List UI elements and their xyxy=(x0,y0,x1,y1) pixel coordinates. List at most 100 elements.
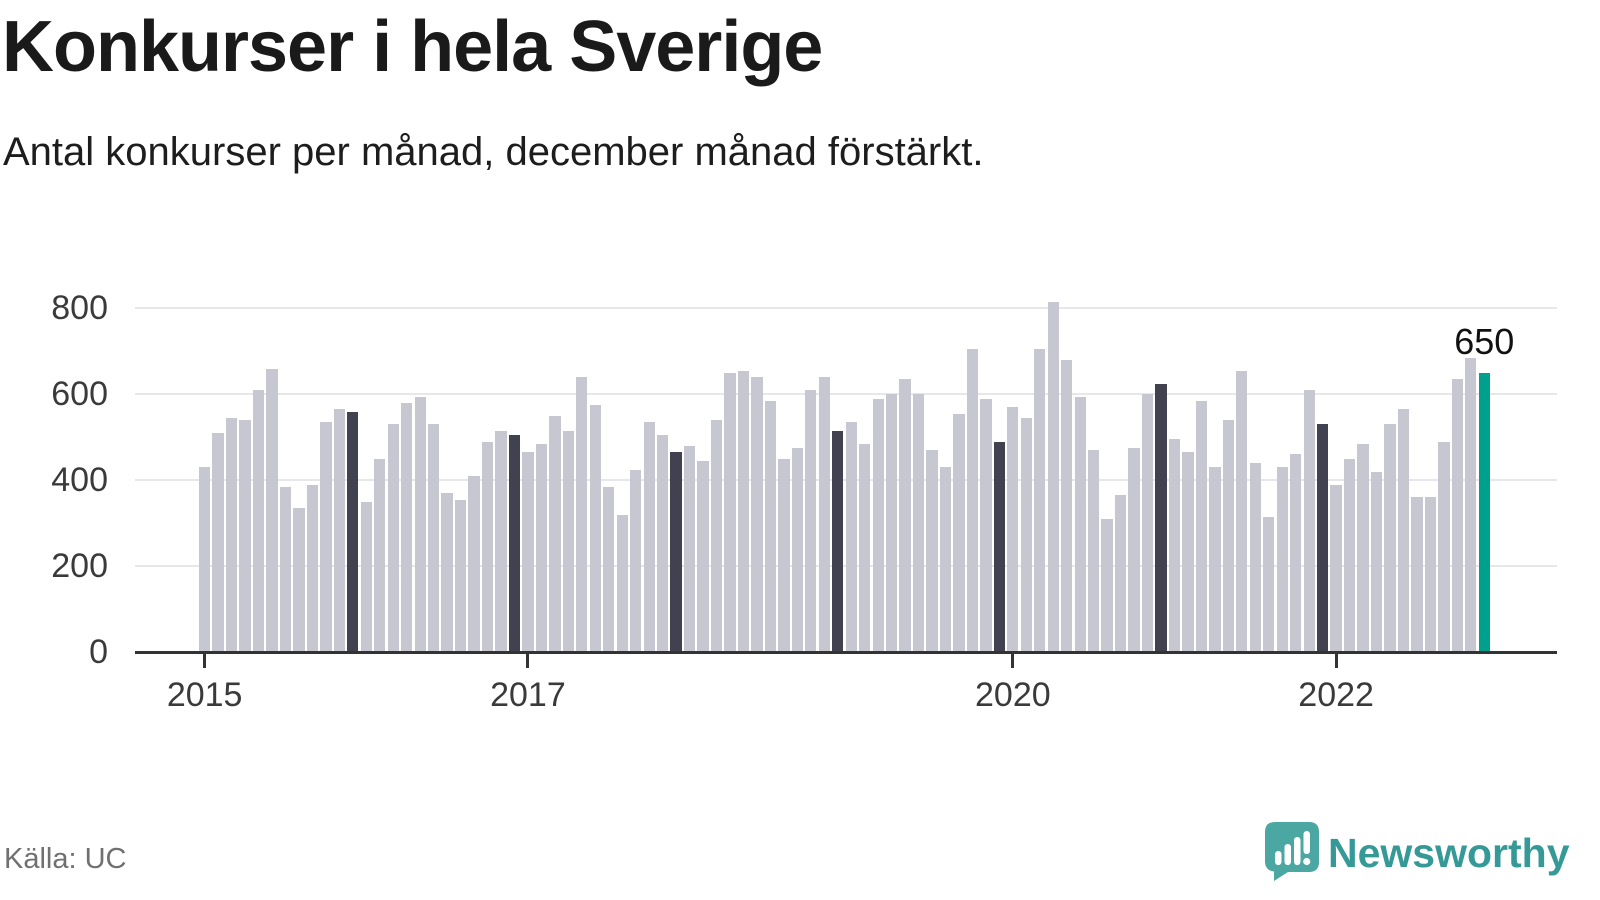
bar xyxy=(1007,407,1019,652)
bar xyxy=(589,405,601,652)
x-axis-tick xyxy=(203,654,207,668)
december-bar xyxy=(993,441,1006,652)
bar xyxy=(1397,409,1410,652)
bar xyxy=(1236,370,1248,652)
bar xyxy=(1061,360,1073,652)
bar xyxy=(1303,390,1315,652)
chart-title: Konkurser i hela Sverige xyxy=(2,7,823,87)
bar xyxy=(320,422,332,652)
bar xyxy=(306,484,319,652)
bar xyxy=(697,460,709,652)
bar xyxy=(751,377,763,652)
bar xyxy=(710,420,723,652)
bar xyxy=(1195,400,1208,652)
bar xyxy=(630,469,642,652)
bar xyxy=(616,514,628,652)
bar xyxy=(252,390,265,652)
x-axis-tick xyxy=(526,654,530,668)
newsworthy-wordmark: Newsworthy xyxy=(1328,830,1570,876)
x-axis-line xyxy=(135,651,1557,654)
x-axis-tick xyxy=(1011,654,1015,668)
bar xyxy=(872,398,884,652)
x-axis-label: 2015 xyxy=(166,676,243,714)
bar xyxy=(1034,349,1046,652)
chart-subtitle: Antal konkurser per månad, december måna… xyxy=(3,130,984,174)
bar xyxy=(387,424,399,652)
bar xyxy=(926,450,938,652)
bar xyxy=(1074,396,1086,652)
bar xyxy=(535,443,548,652)
bar xyxy=(1047,302,1059,652)
bar xyxy=(1114,495,1127,652)
bar xyxy=(1465,357,1477,652)
bar xyxy=(549,415,561,652)
gridline xyxy=(135,393,1557,396)
bar xyxy=(1370,471,1383,652)
bar xyxy=(562,430,574,652)
bar xyxy=(1128,448,1140,652)
bar xyxy=(912,394,925,652)
bar xyxy=(441,493,453,652)
bar xyxy=(333,409,345,652)
bar xyxy=(1384,424,1396,652)
bar xyxy=(1357,443,1369,652)
december-bar xyxy=(1317,424,1329,652)
bar xyxy=(360,501,372,652)
bar xyxy=(495,430,507,652)
december-bar xyxy=(508,435,521,652)
gridline xyxy=(135,307,1557,310)
bar xyxy=(1424,497,1437,652)
bar xyxy=(427,424,440,652)
source-note: Källa: UC xyxy=(4,843,127,875)
x-axis-label: 2017 xyxy=(490,676,566,714)
bar xyxy=(603,486,615,652)
bar xyxy=(966,349,979,652)
bar xyxy=(1141,394,1154,652)
bar xyxy=(764,400,777,652)
bar xyxy=(1276,467,1288,652)
bar xyxy=(199,467,211,652)
bar xyxy=(791,448,803,652)
bar xyxy=(643,422,655,652)
bar xyxy=(1020,417,1032,652)
y-axis-label: 600 xyxy=(51,375,108,414)
december-bar xyxy=(670,452,682,652)
bar xyxy=(1438,441,1450,652)
bar xyxy=(859,443,871,652)
y-axis-label: 0 xyxy=(89,633,108,671)
bar xyxy=(1451,379,1463,652)
bar xyxy=(1263,516,1275,652)
bar xyxy=(481,441,494,652)
bar xyxy=(805,390,817,652)
newsworthy-logo: Newsworthy xyxy=(1262,820,1592,882)
bar xyxy=(1101,518,1113,652)
bar xyxy=(239,420,251,652)
bar xyxy=(454,499,467,652)
y-axis-label: 400 xyxy=(51,461,108,500)
bar xyxy=(1182,452,1194,652)
bar xyxy=(737,370,750,652)
december-bar xyxy=(1155,383,1167,652)
bar xyxy=(778,458,790,652)
bar xyxy=(401,402,413,652)
bar xyxy=(1290,454,1302,652)
bar xyxy=(212,433,224,652)
bar xyxy=(1168,439,1181,652)
bar xyxy=(279,486,292,652)
bar xyxy=(980,398,992,652)
bar xyxy=(293,508,305,652)
bar xyxy=(939,467,952,652)
newsworthy-logo-icon xyxy=(1265,822,1319,881)
bar xyxy=(1411,497,1423,652)
december-bar xyxy=(347,411,359,652)
highlight-bar xyxy=(1478,372,1490,652)
bar xyxy=(899,379,911,652)
bar xyxy=(1088,450,1100,652)
bar xyxy=(1209,467,1221,652)
y-axis-label: 200 xyxy=(51,547,108,586)
x-axis-label: 2020 xyxy=(975,676,1051,714)
bar xyxy=(953,413,965,652)
bar xyxy=(1343,458,1356,652)
